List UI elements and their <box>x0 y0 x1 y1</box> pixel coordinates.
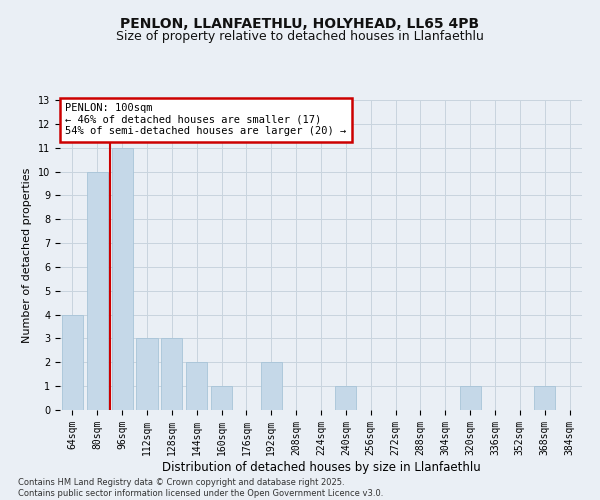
Text: Contains HM Land Registry data © Crown copyright and database right 2025.
Contai: Contains HM Land Registry data © Crown c… <box>18 478 383 498</box>
Bar <box>161 338 182 410</box>
Text: PENLON: 100sqm
← 46% of detached houses are smaller (17)
54% of semi-detached ho: PENLON: 100sqm ← 46% of detached houses … <box>65 103 346 136</box>
Text: Size of property relative to detached houses in Llanfaethlu: Size of property relative to detached ho… <box>116 30 484 43</box>
Bar <box>335 386 356 410</box>
Bar <box>261 362 282 410</box>
X-axis label: Distribution of detached houses by size in Llanfaethlu: Distribution of detached houses by size … <box>161 460 481 473</box>
Bar <box>62 314 83 410</box>
Bar <box>186 362 207 410</box>
Bar <box>112 148 133 410</box>
Bar <box>460 386 481 410</box>
Text: PENLON, LLANFAETHLU, HOLYHEAD, LL65 4PB: PENLON, LLANFAETHLU, HOLYHEAD, LL65 4PB <box>121 18 479 32</box>
Bar <box>534 386 555 410</box>
Y-axis label: Number of detached properties: Number of detached properties <box>22 168 32 342</box>
Bar <box>136 338 158 410</box>
Bar <box>87 172 108 410</box>
Bar <box>211 386 232 410</box>
